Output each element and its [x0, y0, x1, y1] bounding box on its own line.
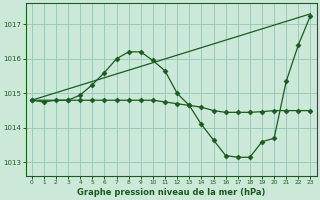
X-axis label: Graphe pression niveau de la mer (hPa): Graphe pression niveau de la mer (hPa) [77, 188, 265, 197]
